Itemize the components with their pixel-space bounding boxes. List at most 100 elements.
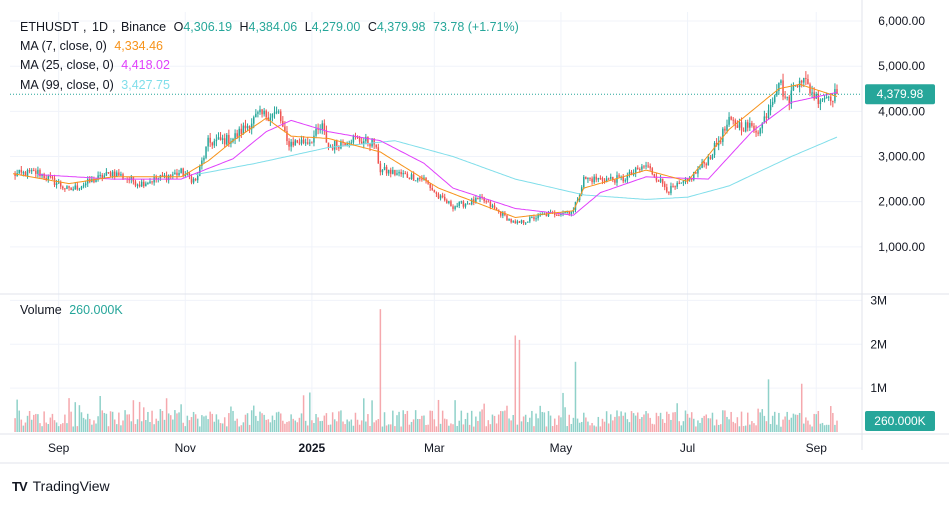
candle <box>313 135 315 143</box>
volume-bar <box>340 410 342 432</box>
interval-label[interactable]: 1D <box>92 20 108 34</box>
candle <box>419 177 421 179</box>
candle <box>809 84 811 94</box>
time-tick-label: May <box>550 441 573 455</box>
volume-bar <box>101 410 103 432</box>
volume-bar <box>234 420 236 432</box>
volume-bar <box>196 418 199 432</box>
volume-bar <box>763 415 766 432</box>
candle <box>450 201 452 207</box>
volume-bar <box>379 309 382 432</box>
volume-bar <box>80 412 83 432</box>
volume-legend[interactable]: Volume 260.000K <box>20 301 127 319</box>
volume-bar <box>143 407 145 432</box>
candle <box>219 137 222 140</box>
candle <box>30 170 33 172</box>
volume-bar <box>470 410 473 432</box>
volume-bar <box>363 398 365 432</box>
candle <box>819 100 822 105</box>
tradingview-name: TradingView <box>32 478 110 494</box>
candle <box>128 179 130 181</box>
candle <box>66 186 68 189</box>
volume-bar <box>473 426 475 432</box>
volume-bar <box>512 414 514 432</box>
volume-bar <box>728 419 730 432</box>
volume-bar <box>695 426 697 432</box>
volume-bar <box>292 418 294 432</box>
candle <box>595 176 597 180</box>
candle <box>715 142 718 146</box>
candle <box>377 147 380 164</box>
candle <box>375 144 377 148</box>
ma99-legend[interactable]: MA (99, close, 0) 3,427.75 <box>20 76 174 94</box>
volume-bar <box>562 392 564 432</box>
volume-bar <box>769 424 772 432</box>
candle <box>400 172 402 175</box>
candle <box>309 142 311 144</box>
volume-bar <box>649 417 651 432</box>
candle <box>62 186 64 189</box>
candle <box>242 125 245 134</box>
candle <box>773 95 776 102</box>
candle <box>583 176 585 188</box>
volume-bar <box>408 424 411 432</box>
candle <box>825 97 828 99</box>
volume-bar <box>375 420 377 432</box>
candle <box>130 176 133 180</box>
volume-bar <box>157 420 160 432</box>
candle <box>86 179 89 184</box>
volume-bar <box>616 410 618 432</box>
candle <box>145 183 147 187</box>
candle <box>830 96 832 102</box>
volume-bar <box>267 419 270 432</box>
volume-bar <box>213 421 216 432</box>
volume-bar <box>201 415 203 432</box>
volume-bar <box>570 423 573 432</box>
candle <box>140 181 143 187</box>
volume-bar <box>333 419 336 432</box>
volume-bar <box>792 413 795 432</box>
candle <box>78 188 81 190</box>
tradingview-branding[interactable]: TV TradingView <box>12 478 110 494</box>
candle <box>194 178 197 181</box>
volume-bar <box>394 426 396 432</box>
volume-bar <box>481 409 483 432</box>
volume-bar <box>352 425 355 432</box>
volume-bar <box>338 411 340 432</box>
symbol-name[interactable]: ETHUSDT <box>20 20 80 34</box>
volume-bar <box>506 405 508 432</box>
volume-bar <box>300 413 303 432</box>
candle <box>529 217 531 222</box>
candle <box>462 201 465 207</box>
candle <box>263 110 265 115</box>
volume-bar <box>194 414 197 432</box>
volume-bar <box>51 413 54 432</box>
candle <box>489 201 492 207</box>
candle <box>275 111 278 113</box>
volume-bar <box>730 411 732 432</box>
volume-bar <box>520 421 523 432</box>
ma25-legend[interactable]: MA (25, close, 0) 4,418.02 <box>20 56 174 74</box>
candle <box>184 174 187 177</box>
volume-bar <box>522 416 525 432</box>
volume-bar <box>738 426 741 432</box>
volume-label: Volume <box>20 303 62 317</box>
candle <box>593 176 595 183</box>
candle <box>533 217 535 220</box>
candle <box>728 116 730 125</box>
candle <box>763 116 766 124</box>
candle <box>410 174 413 180</box>
volume-bar <box>626 419 629 432</box>
volume-bar <box>668 413 670 432</box>
ma7-legend[interactable]: MA (7, close, 0) 4,334.46 <box>20 37 167 55</box>
volume-bar <box>57 426 60 432</box>
candle <box>39 169 41 177</box>
volume-bar <box>64 414 66 432</box>
volume-badge: 260.000K <box>865 411 935 431</box>
candle <box>776 90 778 96</box>
volume-bar <box>464 418 467 432</box>
candle <box>643 166 645 168</box>
candle <box>732 119 734 121</box>
